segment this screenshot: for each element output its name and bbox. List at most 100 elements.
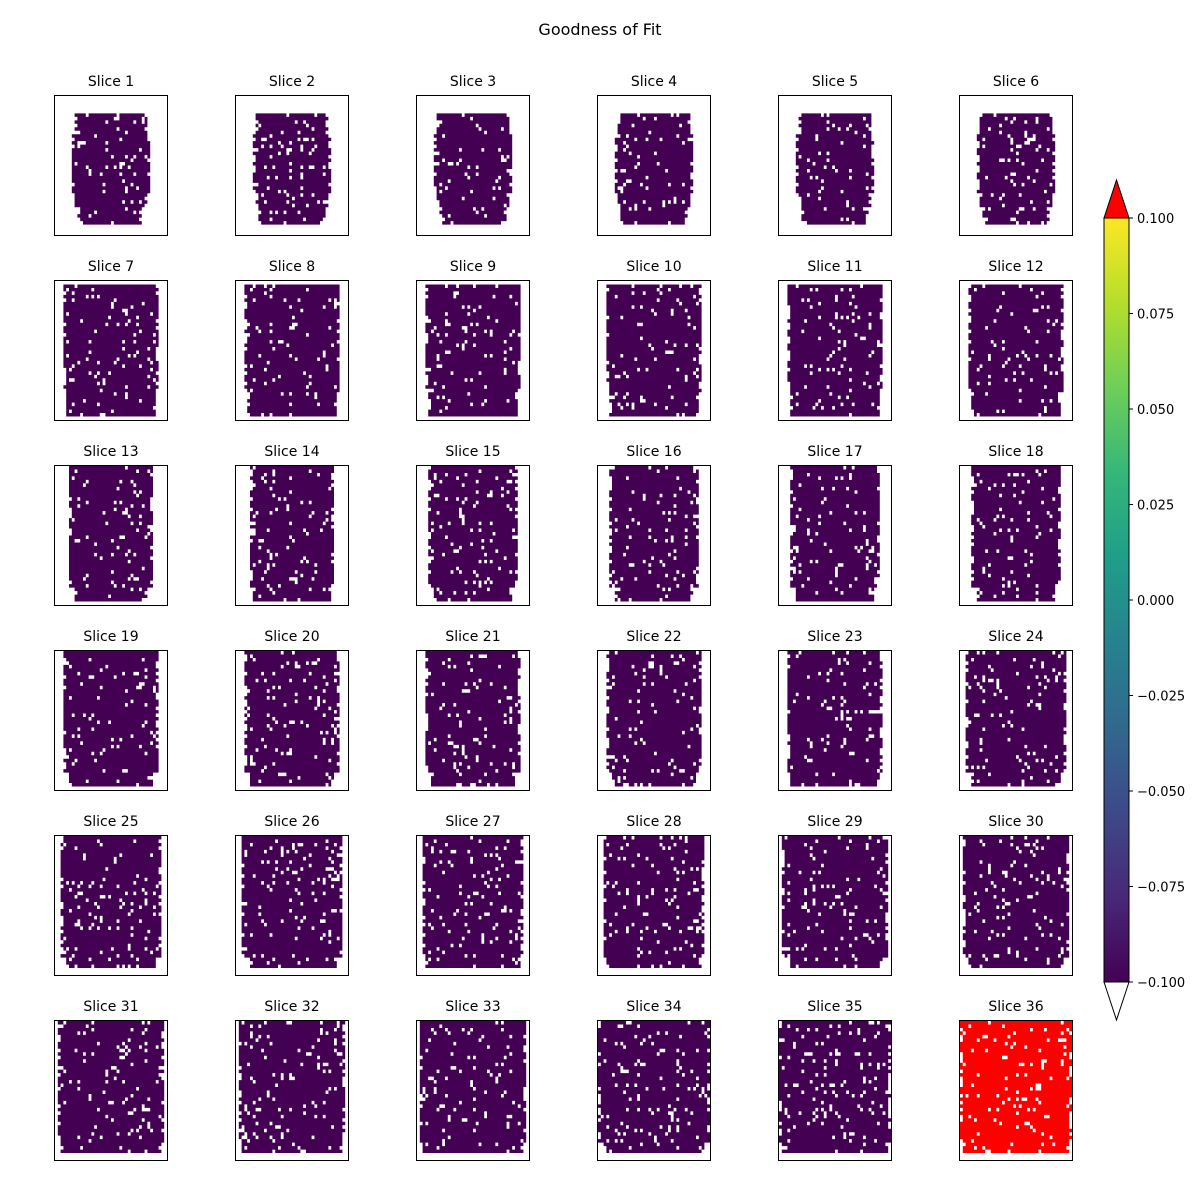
slice-heatmap <box>778 280 892 421</box>
slice-mask <box>790 466 880 602</box>
panel-title: Slice 18 <box>988 444 1044 460</box>
slice-mask <box>787 284 883 417</box>
panel-title: Slice 15 <box>445 444 501 460</box>
slice-heatmap <box>235 95 349 236</box>
slice-heatmap <box>235 835 349 976</box>
slice-heatmap <box>959 835 1073 976</box>
slice-heatmap <box>778 465 892 606</box>
slice-mask <box>69 466 153 602</box>
slice-heatmap <box>959 1020 1073 1161</box>
slice-mask <box>63 284 159 417</box>
colorbar-tick-label: 0.075 <box>1137 308 1174 323</box>
slice-mask <box>603 836 705 969</box>
slice-heatmap <box>235 465 349 606</box>
slice-mask <box>606 284 702 417</box>
slice-heatmap <box>416 1020 530 1161</box>
panel-title: Slice 33 <box>445 999 501 1015</box>
panel-title: Slice 7 <box>87 259 135 275</box>
colorbar-under-extension <box>1103 981 1130 1022</box>
slice-heatmap <box>959 650 1073 791</box>
colorbar-tick-label: −0.100 <box>1137 976 1185 991</box>
panel-title: Slice 22 <box>626 629 682 645</box>
slice-mask <box>960 1021 1072 1154</box>
slice-mask <box>425 651 521 787</box>
panel-title: Slice 24 <box>988 629 1044 645</box>
slice-heatmap <box>959 280 1073 421</box>
panel-title: Slice 1 <box>87 74 135 90</box>
colorbar-tick-label: 0.100 <box>1137 212 1174 227</box>
slice-heatmap <box>778 1020 892 1161</box>
panel-title: Slice 13 <box>83 444 139 460</box>
panel-title: Slice 29 <box>807 814 863 830</box>
panel-title: Slice 3 <box>449 74 497 90</box>
panel-title: Slice 31 <box>83 999 139 1015</box>
figure-title: Goodness of Fit <box>538 20 662 39</box>
slice-heatmap <box>416 650 530 791</box>
slice-heatmap <box>416 280 530 421</box>
panel-title: Slice 5 <box>811 74 859 90</box>
slice-mask <box>614 113 694 225</box>
slice-heatmap <box>54 1020 168 1161</box>
panel-title: Slice 20 <box>264 629 320 645</box>
slice-heatmap <box>778 650 892 791</box>
panel-title: Slice 6 <box>992 74 1040 90</box>
panel-title: Slice 2 <box>268 74 316 90</box>
colorbar-tick-label: −0.050 <box>1137 785 1185 800</box>
slice-mask <box>63 651 159 787</box>
slice-mask <box>962 836 1070 969</box>
slice-mask <box>781 836 889 969</box>
panel-title: Slice 28 <box>626 814 682 830</box>
panel-title: Slice 35 <box>807 999 863 1015</box>
slice-heatmap <box>416 465 530 606</box>
slice-mask <box>244 651 340 787</box>
slice-mask <box>795 113 875 225</box>
slice-mask <box>238 1021 346 1154</box>
slice-heatmap <box>54 835 168 976</box>
slice-mask <box>606 651 702 787</box>
slice-mask <box>422 836 524 969</box>
slice-mask <box>252 113 332 225</box>
slice-heatmap <box>54 280 168 421</box>
colorbar-tick-label: −0.075 <box>1137 881 1185 896</box>
slice-heatmap <box>597 1020 711 1161</box>
panel-title: Slice 10 <box>626 259 682 275</box>
slice-heatmap <box>959 465 1073 606</box>
slice-mask <box>71 113 151 225</box>
colorbar-tick-label: −0.025 <box>1137 690 1185 705</box>
panel-title: Slice 12 <box>988 259 1044 275</box>
slice-mask <box>244 284 340 417</box>
slice-heatmap <box>597 465 711 606</box>
slice-mask <box>433 113 513 225</box>
slice-mask <box>57 1021 165 1154</box>
slice-heatmap <box>54 465 168 606</box>
slice-mask <box>60 836 162 969</box>
slice-mask <box>598 1021 710 1154</box>
slice-heatmap <box>54 650 168 791</box>
slice-heatmap <box>235 1020 349 1161</box>
panel-title: Slice 4 <box>630 74 678 90</box>
panel-title: Slice 26 <box>264 814 320 830</box>
panel-title: Slice 30 <box>988 814 1044 830</box>
slice-heatmap <box>778 835 892 976</box>
slice-mask <box>428 466 518 602</box>
slice-heatmap <box>597 650 711 791</box>
panel-title: Slice 21 <box>445 629 501 645</box>
colorbar-tick-label: 0.050 <box>1137 403 1174 418</box>
slice-mask <box>425 284 521 417</box>
slice-heatmap <box>54 95 168 236</box>
slice-mask <box>968 284 1064 417</box>
panel-title: Slice 16 <box>626 444 682 460</box>
slice-heatmap <box>597 95 711 236</box>
panel-title: Slice 8 <box>268 259 316 275</box>
slice-mask <box>250 466 334 602</box>
panel-title: Slice 23 <box>807 629 863 645</box>
slice-mask <box>976 113 1056 225</box>
panel-title: Slice 17 <box>807 444 863 460</box>
panel-title: Slice 27 <box>445 814 501 830</box>
panel-title: Slice 11 <box>807 259 863 275</box>
panel-title: Slice 14 <box>264 444 320 460</box>
panel-title: Slice 32 <box>264 999 320 1015</box>
slice-heatmap <box>778 95 892 236</box>
slice-heatmap <box>597 280 711 421</box>
